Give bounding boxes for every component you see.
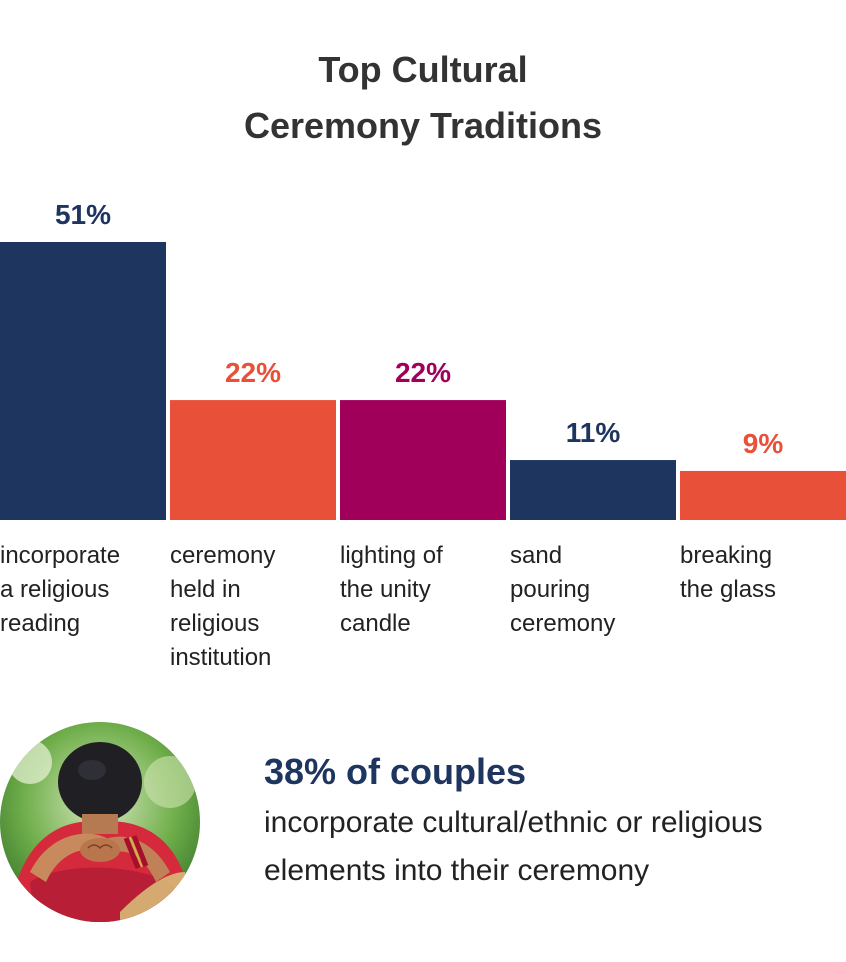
category-label-line: incorporate xyxy=(0,542,121,569)
bar-value-label-3: 22% xyxy=(395,357,451,388)
stat-description-line-2: elements into their ceremony xyxy=(264,854,650,887)
category-label-2: ceremony held in religious institution xyxy=(170,539,334,675)
bar-2 xyxy=(170,400,336,520)
bar-1 xyxy=(0,242,166,520)
chart-title-line-1: Top Cultural xyxy=(318,49,528,90)
category-label-line: held in xyxy=(170,576,241,603)
bar-3 xyxy=(340,400,506,520)
category-label-line: candle xyxy=(340,610,411,637)
category-label-line: institution xyxy=(170,644,272,671)
category-label-line: lighting of xyxy=(340,542,443,569)
category-label-line: the glass xyxy=(680,576,777,603)
category-label-line: religious xyxy=(170,610,260,637)
bar-value-label-5: 9% xyxy=(743,428,784,459)
bar-chart: 51% 22% 22% 11% 9% xyxy=(0,199,846,520)
bar-value-label-4: 11% xyxy=(566,417,621,448)
category-label-1: incorporate a religious reading xyxy=(0,539,164,641)
category-label-4: sand pouring ceremony xyxy=(510,539,674,641)
stat-description-line-1: incorporate cultural/ethnic or religious xyxy=(264,806,763,839)
bar-4 xyxy=(510,460,676,520)
couple-photo-icon xyxy=(0,722,200,922)
category-label-line: sand xyxy=(510,542,563,569)
category-label-line: reading xyxy=(0,610,81,637)
category-label-line: a religious xyxy=(0,576,110,603)
category-label-line: ceremony xyxy=(170,542,276,569)
category-label-5: breaking the glass xyxy=(680,539,844,607)
chart-title-line-2: Ceremony Traditions xyxy=(243,105,603,146)
category-label-line: breaking xyxy=(680,542,773,569)
category-label-line: ceremony xyxy=(510,610,616,637)
bar-value-label-2: 22% xyxy=(225,357,281,388)
stat-headline: 38% of couples xyxy=(264,751,527,792)
bar-5 xyxy=(680,470,846,520)
category-label-line: the unity xyxy=(340,576,431,603)
bar-value-label-1: 51% xyxy=(55,199,111,230)
category-label-3: lighting of the unity candle xyxy=(340,539,504,641)
category-label-line: pouring xyxy=(510,576,591,603)
